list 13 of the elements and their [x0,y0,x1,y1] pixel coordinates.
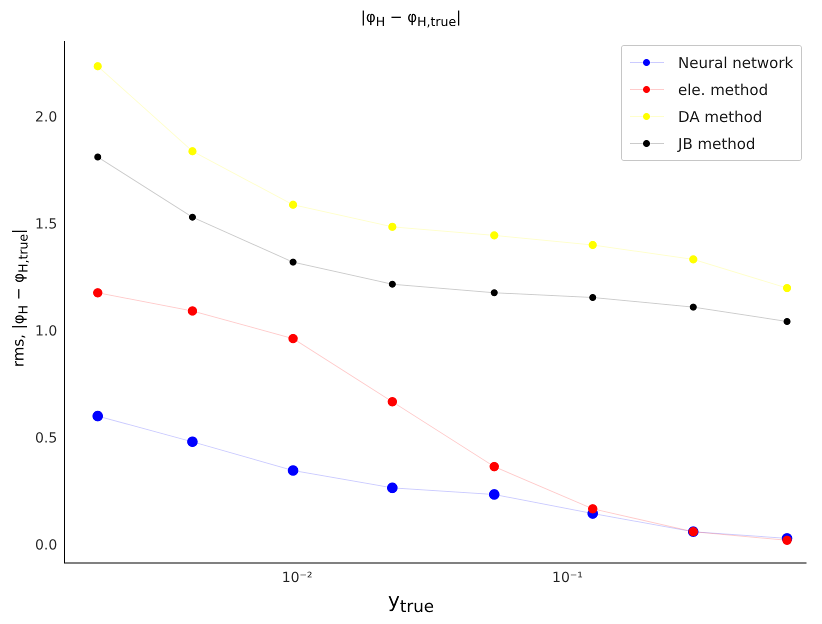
legend-label: Neural network [678,54,794,72]
y-tick-label: 0.0 [35,538,58,554]
y-tick-label: 1.5 [35,216,58,233]
legend-label: DA method [678,108,762,126]
x-tick-label: 10⁻¹ [552,570,583,586]
legend-label: JB method [678,134,756,153]
chart-title: |φ$_{H}$ − φ$_{H,true}$| [360,8,462,29]
y-tick-label: 2.0 [35,109,58,126]
y-tick-label: 1.0 [35,324,58,340]
x-axis-title: y$_{true}$ [386,588,436,616]
y-tick-label: 0.5 [35,430,58,447]
legend-label: ele. method [678,80,768,99]
x-tick-label: 10⁻² [282,570,313,586]
